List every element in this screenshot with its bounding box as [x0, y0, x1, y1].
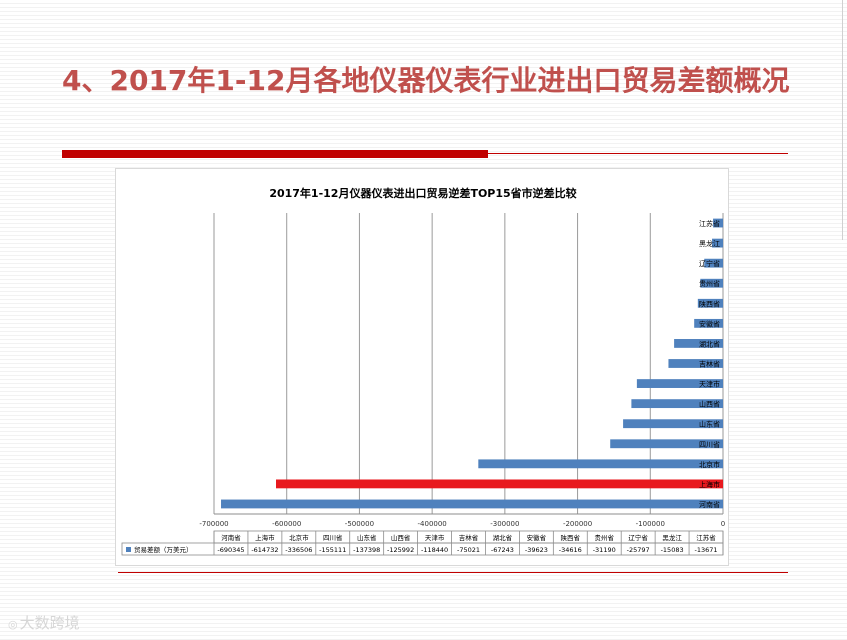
slide-edge-divider [842, 0, 843, 240]
table-value-cell: -75021 [457, 546, 480, 554]
table-header-cell: 吉林省 [459, 533, 479, 542]
title-accent-bar [62, 150, 488, 158]
bar [674, 339, 723, 348]
bar [704, 258, 723, 268]
table-value-cell: -336506 [285, 546, 312, 554]
table-value-cell: -31190 [593, 546, 616, 554]
bar [636, 379, 723, 388]
slide-title: 4、2017年1-12月各地仪器仪表行业进出口贸易差额概况 [62, 64, 790, 97]
table-value-cell: -67243 [491, 546, 514, 554]
table-header-cell: 四川省 [323, 533, 343, 542]
category-label: 河南省 [699, 500, 720, 509]
bar [713, 218, 723, 228]
table-header-cell: 北京市 [289, 533, 309, 542]
table-value-cell: -118440 [421, 546, 448, 554]
category-label: 安徽省 [699, 319, 720, 328]
camera-icon: ◎ [8, 618, 18, 631]
title-accent-line [488, 153, 788, 154]
watermark: ◎ 大数跨境 [8, 612, 80, 633]
x-tick-label: -400000 [418, 520, 447, 528]
category-label: 上海市 [699, 480, 720, 489]
x-tick-label: -300000 [490, 520, 519, 528]
legend-swatch [126, 547, 131, 552]
category-label: 贵州省 [699, 279, 720, 288]
table-header-cell: 江苏省 [696, 533, 716, 542]
x-tick-label: -100000 [636, 520, 665, 528]
table-header-cell: 湖北省 [493, 533, 513, 542]
table-value-cell: -137398 [353, 546, 380, 554]
bar [631, 399, 723, 409]
table-header-cell: 山西省 [391, 533, 411, 542]
chart-frame: 2017年1-12月仪器仪表进出口贸易逆差TOP15省市逆差比较 河南省 上海市北… [115, 168, 729, 566]
table-value-cell: -25797 [627, 546, 650, 554]
table-header-cell: 黑龙江 [662, 533, 682, 542]
chart-title: 2017年1-12月仪器仪表进出口贸易逆差TOP15省市逆差比较 [269, 186, 576, 200]
table-value-cell: -125992 [387, 546, 414, 554]
x-tick-label: -200000 [563, 520, 592, 528]
table-value-cell: -34616 [559, 546, 582, 554]
category-label: 吉林省 [699, 360, 720, 369]
x-tick-label: -600000 [272, 520, 301, 528]
bar [700, 278, 723, 288]
table-value-cell: -39623 [525, 546, 548, 554]
table-header-cell: 陕西省 [561, 533, 581, 542]
bar [478, 459, 723, 469]
table-header-cell: 安徽省 [527, 533, 547, 542]
legend-label: 贸易差额（万美元） [134, 545, 193, 554]
table-header-cell: 辽宁省 [628, 533, 648, 542]
bar [697, 298, 723, 308]
category-label: 山西省 [699, 400, 720, 409]
trade-deficit-bar-chart: 2017年1-12月仪器仪表进出口贸易逆差TOP15省市逆差比较 河南省上海市北… [121, 186, 725, 556]
slide-bottom-line [118, 572, 788, 573]
x-tick-label: 0 [721, 520, 725, 528]
table-value-cell: -690345 [217, 546, 244, 554]
bar [276, 479, 723, 489]
category-label: 辽宁省 [699, 259, 720, 268]
category-label: 北京市 [699, 460, 720, 469]
category-label: 陕西省 [699, 299, 720, 308]
category-label: 黑龙江 [699, 239, 720, 248]
category-label: 山东省 [699, 420, 720, 429]
table-header-cell: 天津市 [425, 533, 445, 542]
table-header-cell: 上海市 [255, 533, 275, 542]
bar [623, 419, 723, 429]
table-value-cell: -13671 [695, 546, 718, 554]
table-header-cell: 山东省 [357, 533, 377, 542]
bar [694, 318, 723, 328]
bar [668, 359, 723, 368]
x-tick-label: -500000 [345, 520, 374, 528]
bar [221, 499, 723, 509]
table-value-cell: -155111 [319, 546, 346, 554]
table-header-cell: 贵州省 [594, 533, 614, 542]
table-value-cell: -614732 [251, 546, 278, 554]
category-label: 湖北省 [699, 339, 720, 348]
bar [610, 439, 723, 449]
category-label: 天津市 [699, 380, 720, 389]
table-value-cell: -15083 [661, 546, 684, 554]
table-header-cell: 河南省 [221, 533, 241, 542]
x-tick-label: -700000 [199, 520, 228, 528]
category-label: 江苏省 [699, 219, 720, 228]
bar [712, 238, 723, 248]
category-label: 四川省 [699, 440, 720, 449]
watermark-text: 大数跨境 [19, 614, 80, 632]
